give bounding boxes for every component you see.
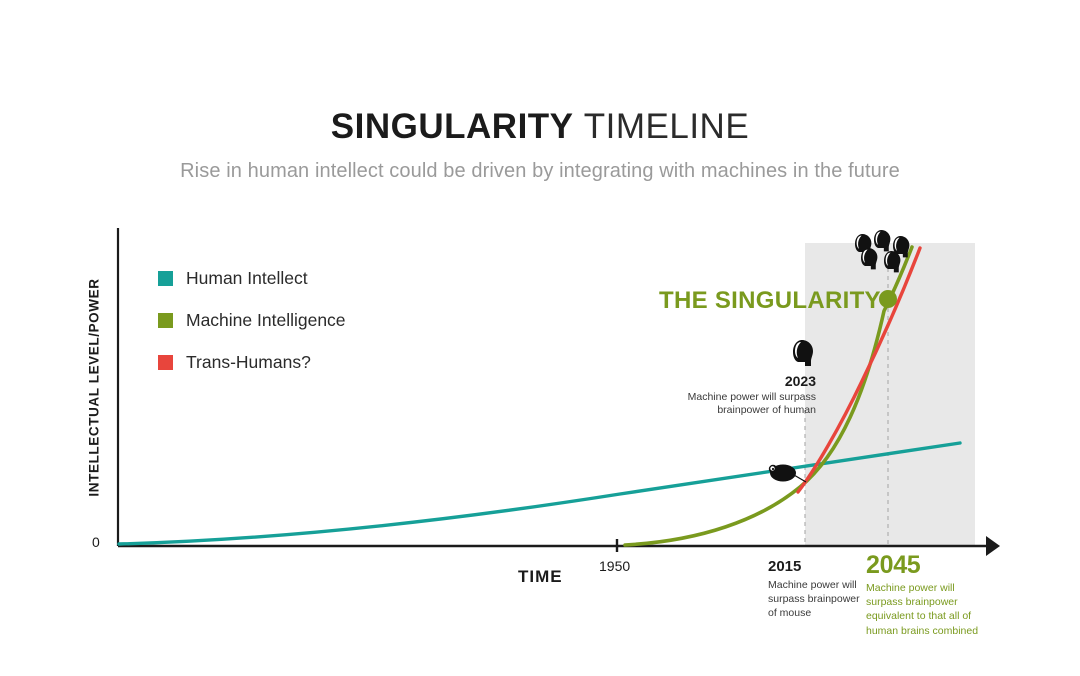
title-strong: SINGULARITY <box>330 107 574 146</box>
y-axis-label: INTELLECTUAL LEVEL/POWER <box>86 278 102 497</box>
x-axis-arrowhead <box>986 536 1000 556</box>
series-line-machine-intelligence <box>623 245 914 547</box>
heads-cluster-icon <box>855 230 910 273</box>
annotation-2015-desc: Machine power will surpass brainpower of… <box>768 579 860 620</box>
singularity-marker-dot <box>879 290 897 308</box>
mouse-icon <box>768 464 807 483</box>
x-tick-label-1950: 1950 <box>599 558 631 574</box>
singularity-annotation-label: THE SINGULARITY <box>659 287 881 314</box>
annotation-2015: 2015 Machine power will surpass brainpow… <box>768 558 860 621</box>
legend-item-human-intellect[interactable]: Human Intellect <box>158 262 346 294</box>
annotation-2023-year: 2023 <box>784 373 816 389</box>
annotation-2023-line2: brainpower of human <box>717 404 816 417</box>
legend-item-machine-intelligence[interactable]: Machine Intelligence <box>158 304 346 336</box>
legend-label-human-intellect: Human Intellect <box>186 267 308 288</box>
page-subtitle: Rise in human intellect could be driven … <box>180 160 900 182</box>
head-icon <box>793 340 813 366</box>
chart-legend: Human Intellect Machine Intelligence Tra… <box>158 262 346 388</box>
legend-label-machine-intelligence: Machine Intelligence <box>186 309 346 330</box>
annotation-2023: 2023 Machine power will surpass brainpow… <box>596 373 816 417</box>
y-axis-origin-label: 0 <box>92 534 100 550</box>
legend-swatch-machine-intelligence <box>158 312 173 328</box>
page-title: SINGULARITY TIMELINE <box>0 107 1080 147</box>
series-line-human-intellect <box>117 441 962 546</box>
legend-swatch-trans-humans <box>158 354 173 370</box>
annotation-2023-line1: Machine power will surpass <box>687 391 816 403</box>
annotation-2045-year: 2045 <box>866 551 921 579</box>
series-line-trans-humans <box>796 246 922 494</box>
legend-item-trans-humans[interactable]: Trans-Humans? <box>158 346 346 378</box>
annotation-2045: 2045 Machine power will surpass brainpow… <box>866 551 982 638</box>
x-axis-label: TIME <box>518 567 563 586</box>
title-light: TIMELINE <box>583 107 750 146</box>
annotation-2045-desc: Machine power will surpass brainpower eq… <box>866 582 979 637</box>
annotation-2015-year: 2015 <box>768 558 802 575</box>
legend-swatch-human-intellect <box>158 270 173 286</box>
legend-label-trans-humans: Trans-Humans? <box>186 351 311 372</box>
